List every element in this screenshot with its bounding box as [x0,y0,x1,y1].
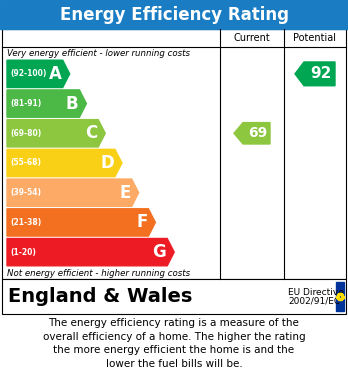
Polygon shape [234,123,270,144]
Text: A: A [49,65,62,83]
Polygon shape [7,209,156,236]
Text: F: F [136,213,148,231]
Polygon shape [7,60,70,88]
Text: (81-91): (81-91) [10,99,41,108]
Text: 92: 92 [311,66,332,81]
Polygon shape [295,62,335,86]
Text: England & Wales: England & Wales [8,287,192,306]
Bar [0,0,348,29]
Text: EU Directive: EU Directive [288,288,344,297]
Bar [336,282,344,311]
Text: Potential: Potential [293,33,337,43]
Text: E: E [119,184,130,202]
Text: (69-80): (69-80) [10,129,41,138]
Text: Very energy efficient - lower running costs: Very energy efficient - lower running co… [7,48,190,57]
Text: The energy efficiency rating is a measure of the
overall efficiency of a home. T: The energy efficiency rating is a measur… [43,318,305,369]
Text: (92-100): (92-100) [10,69,46,78]
Text: D: D [100,154,114,172]
Text: G: G [152,243,166,261]
Polygon shape [7,149,122,177]
Polygon shape [7,239,174,266]
Text: C: C [85,124,97,142]
Text: Energy Efficiency Rating: Energy Efficiency Rating [60,5,288,23]
Text: (1-20): (1-20) [10,248,36,256]
Bar [2,279,346,314]
Text: (21-38): (21-38) [10,218,41,227]
Text: Current: Current [234,33,270,43]
Text: B: B [66,95,78,113]
Bar [2,29,346,279]
Text: Not energy efficient - higher running costs: Not energy efficient - higher running co… [7,269,190,278]
Polygon shape [7,90,86,117]
Polygon shape [7,120,105,147]
Text: (55-68): (55-68) [10,158,41,167]
Text: (39-54): (39-54) [10,188,41,197]
Text: 2002/91/EC: 2002/91/EC [288,297,340,306]
Polygon shape [7,179,139,206]
Text: 69: 69 [248,126,267,140]
